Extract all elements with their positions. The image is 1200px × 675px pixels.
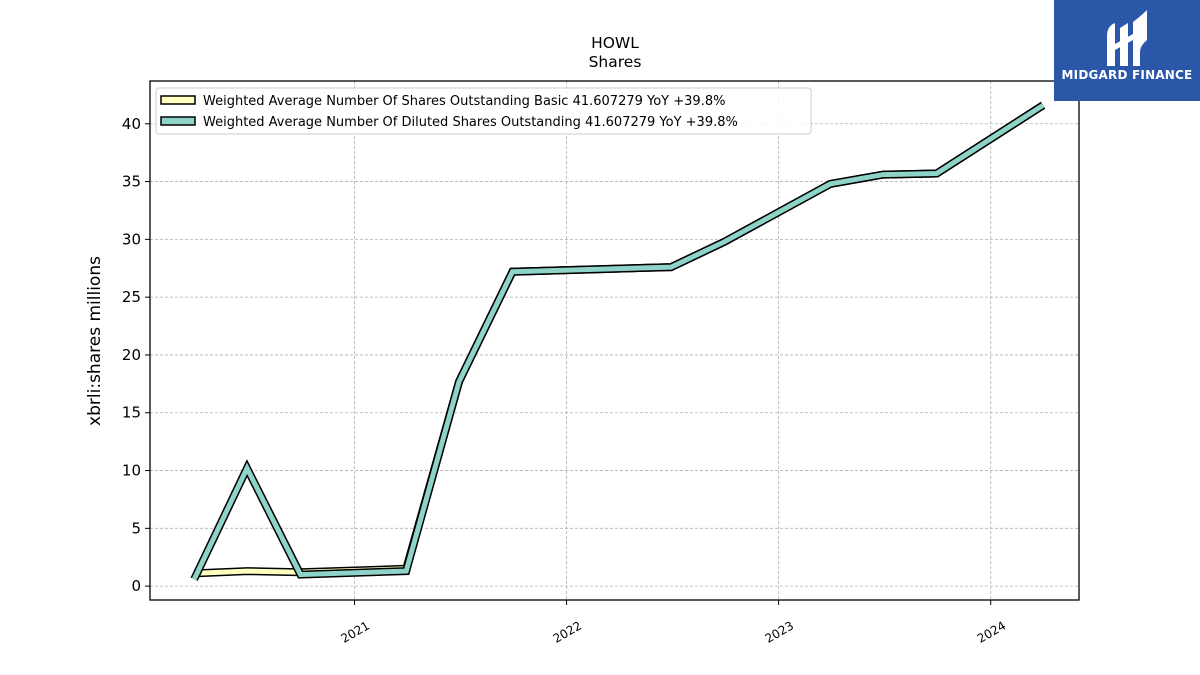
y-axis: 0 5 10 15 20 25 30 35 40 [122, 115, 150, 595]
legend-frame [155, 87, 812, 135]
x-axis: 2021 2022 2023 2024 [339, 600, 1008, 646]
y-tick-label: 20 [122, 346, 141, 364]
legend: Weighted Average Number Of Shares Outsta… [155, 87, 812, 135]
plot-frame [149, 80, 1080, 601]
legend-swatch [160, 95, 196, 105]
series-1-line [191, 103, 1045, 581]
x-tick-label: 2022 [551, 618, 584, 645]
y-tick-label: 0 [131, 577, 141, 595]
x-tick-label: 2024 [975, 618, 1008, 645]
legend-swatch [160, 116, 196, 126]
chart-subtitle: Shares [589, 53, 642, 71]
y-tick-label: 30 [122, 230, 141, 248]
y-axis-label: xbrli:shares millions [85, 256, 105, 426]
y-tick-label: 10 [122, 462, 141, 480]
legend-label: Weighted Average Number Of Diluted Share… [203, 115, 738, 130]
grid [150, 81, 1079, 600]
brand-name: MIDGARD FINANCE [1061, 68, 1193, 82]
y-tick-label: 40 [122, 115, 141, 133]
legend-label: Weighted Average Number Of Shares Outsta… [203, 94, 725, 109]
plot-lines [190, 101, 1046, 581]
y-tick-label: 15 [122, 404, 141, 422]
y-tick-label: 35 [122, 173, 141, 191]
x-tick-label: 2021 [339, 618, 372, 645]
brand-badge: MIDGARD FINANCE [1054, 0, 1200, 101]
x-tick-label: 2023 [763, 618, 796, 645]
y-tick-label: 25 [122, 288, 141, 306]
midgard-finance-logo-icon [1107, 10, 1147, 66]
chart-title: HOWL [591, 34, 639, 52]
y-tick-label: 5 [131, 519, 141, 537]
